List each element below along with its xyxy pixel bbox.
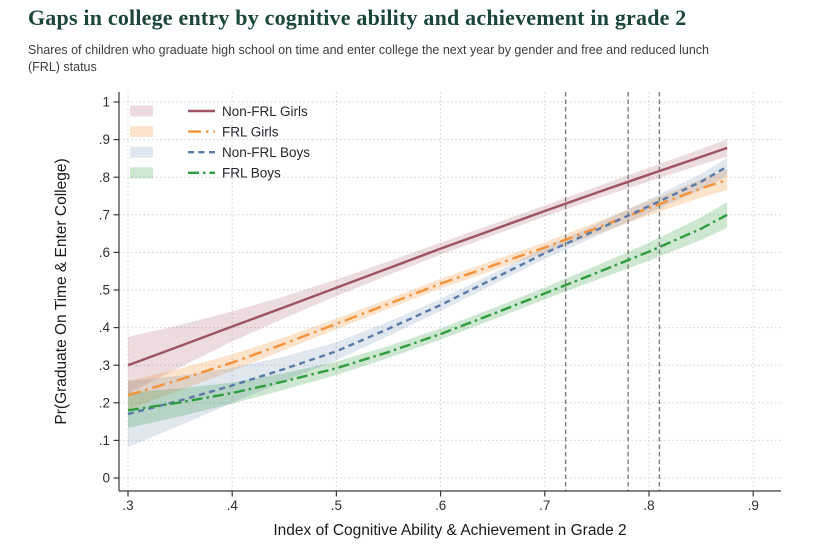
y-tick-label: .3 <box>99 358 110 373</box>
line-frl-boys <box>127 213 728 412</box>
x-tick-label: .8 <box>643 498 654 513</box>
x-tick-label: .4 <box>227 498 239 513</box>
x-tick-label: .6 <box>435 498 446 513</box>
grid-layer <box>119 92 781 491</box>
y-tick-label: 1 <box>102 95 110 110</box>
reference-lines <box>564 92 661 491</box>
band-frl-boys <box>128 202 728 428</box>
y-axis-title: Pr(Graduate On Time & Enter College) <box>53 158 70 424</box>
chart-title: Gaps in college entry by cognitive abili… <box>28 5 687 30</box>
x-axis-title: Index of Cognitive Ability & Achievement… <box>273 522 626 539</box>
legend-label: FRL Girls <box>222 124 279 139</box>
legend-label: Non-FRL Boys <box>222 145 310 160</box>
confidence-bands <box>128 139 728 448</box>
band-non-frl-boys <box>128 157 728 448</box>
x-tick-label: .9 <box>748 498 759 513</box>
axis-layer: 0 .1 .2 .3 .4 .5 .6 .7 .8 .9 1 .3 .4 .5 .6 .7 .8 .9 Index … <box>53 92 781 539</box>
legend-swatch <box>130 167 153 179</box>
y-tick-label: .9 <box>99 132 110 147</box>
legend-swatch <box>130 146 153 158</box>
y-tick-label: .1 <box>99 433 110 448</box>
legend: Non-FRL Girls FRL Girls Non-FRL Boys FRL Bo… <box>130 104 310 181</box>
chart-subtitle: Shares of children who graduate high sch… <box>28 43 710 74</box>
legend-swatch <box>130 126 153 138</box>
legend-label: Non-FRL Girls <box>222 104 308 119</box>
y-tick-label: .7 <box>99 207 110 222</box>
band-non-frl-girls <box>128 139 728 394</box>
x-tick-label: .3 <box>122 498 133 513</box>
series-lines <box>127 146 728 416</box>
y-tick-label: 0 <box>102 471 110 486</box>
y-tick-label: .4 <box>99 320 111 335</box>
y-tick-label: .6 <box>99 245 110 260</box>
legend-swatch <box>130 105 153 117</box>
y-tick-label: .5 <box>99 283 110 298</box>
line-non-frl-boys <box>127 165 728 416</box>
line-frl-girls <box>127 178 728 397</box>
y-tick-label: .8 <box>99 170 110 185</box>
legend-label: FRL Boys <box>222 166 281 181</box>
y-tick-label: .2 <box>99 395 110 410</box>
x-tick-label: .7 <box>539 498 550 513</box>
x-tick-label: .5 <box>331 498 342 513</box>
line-non-frl-girls <box>127 146 728 367</box>
